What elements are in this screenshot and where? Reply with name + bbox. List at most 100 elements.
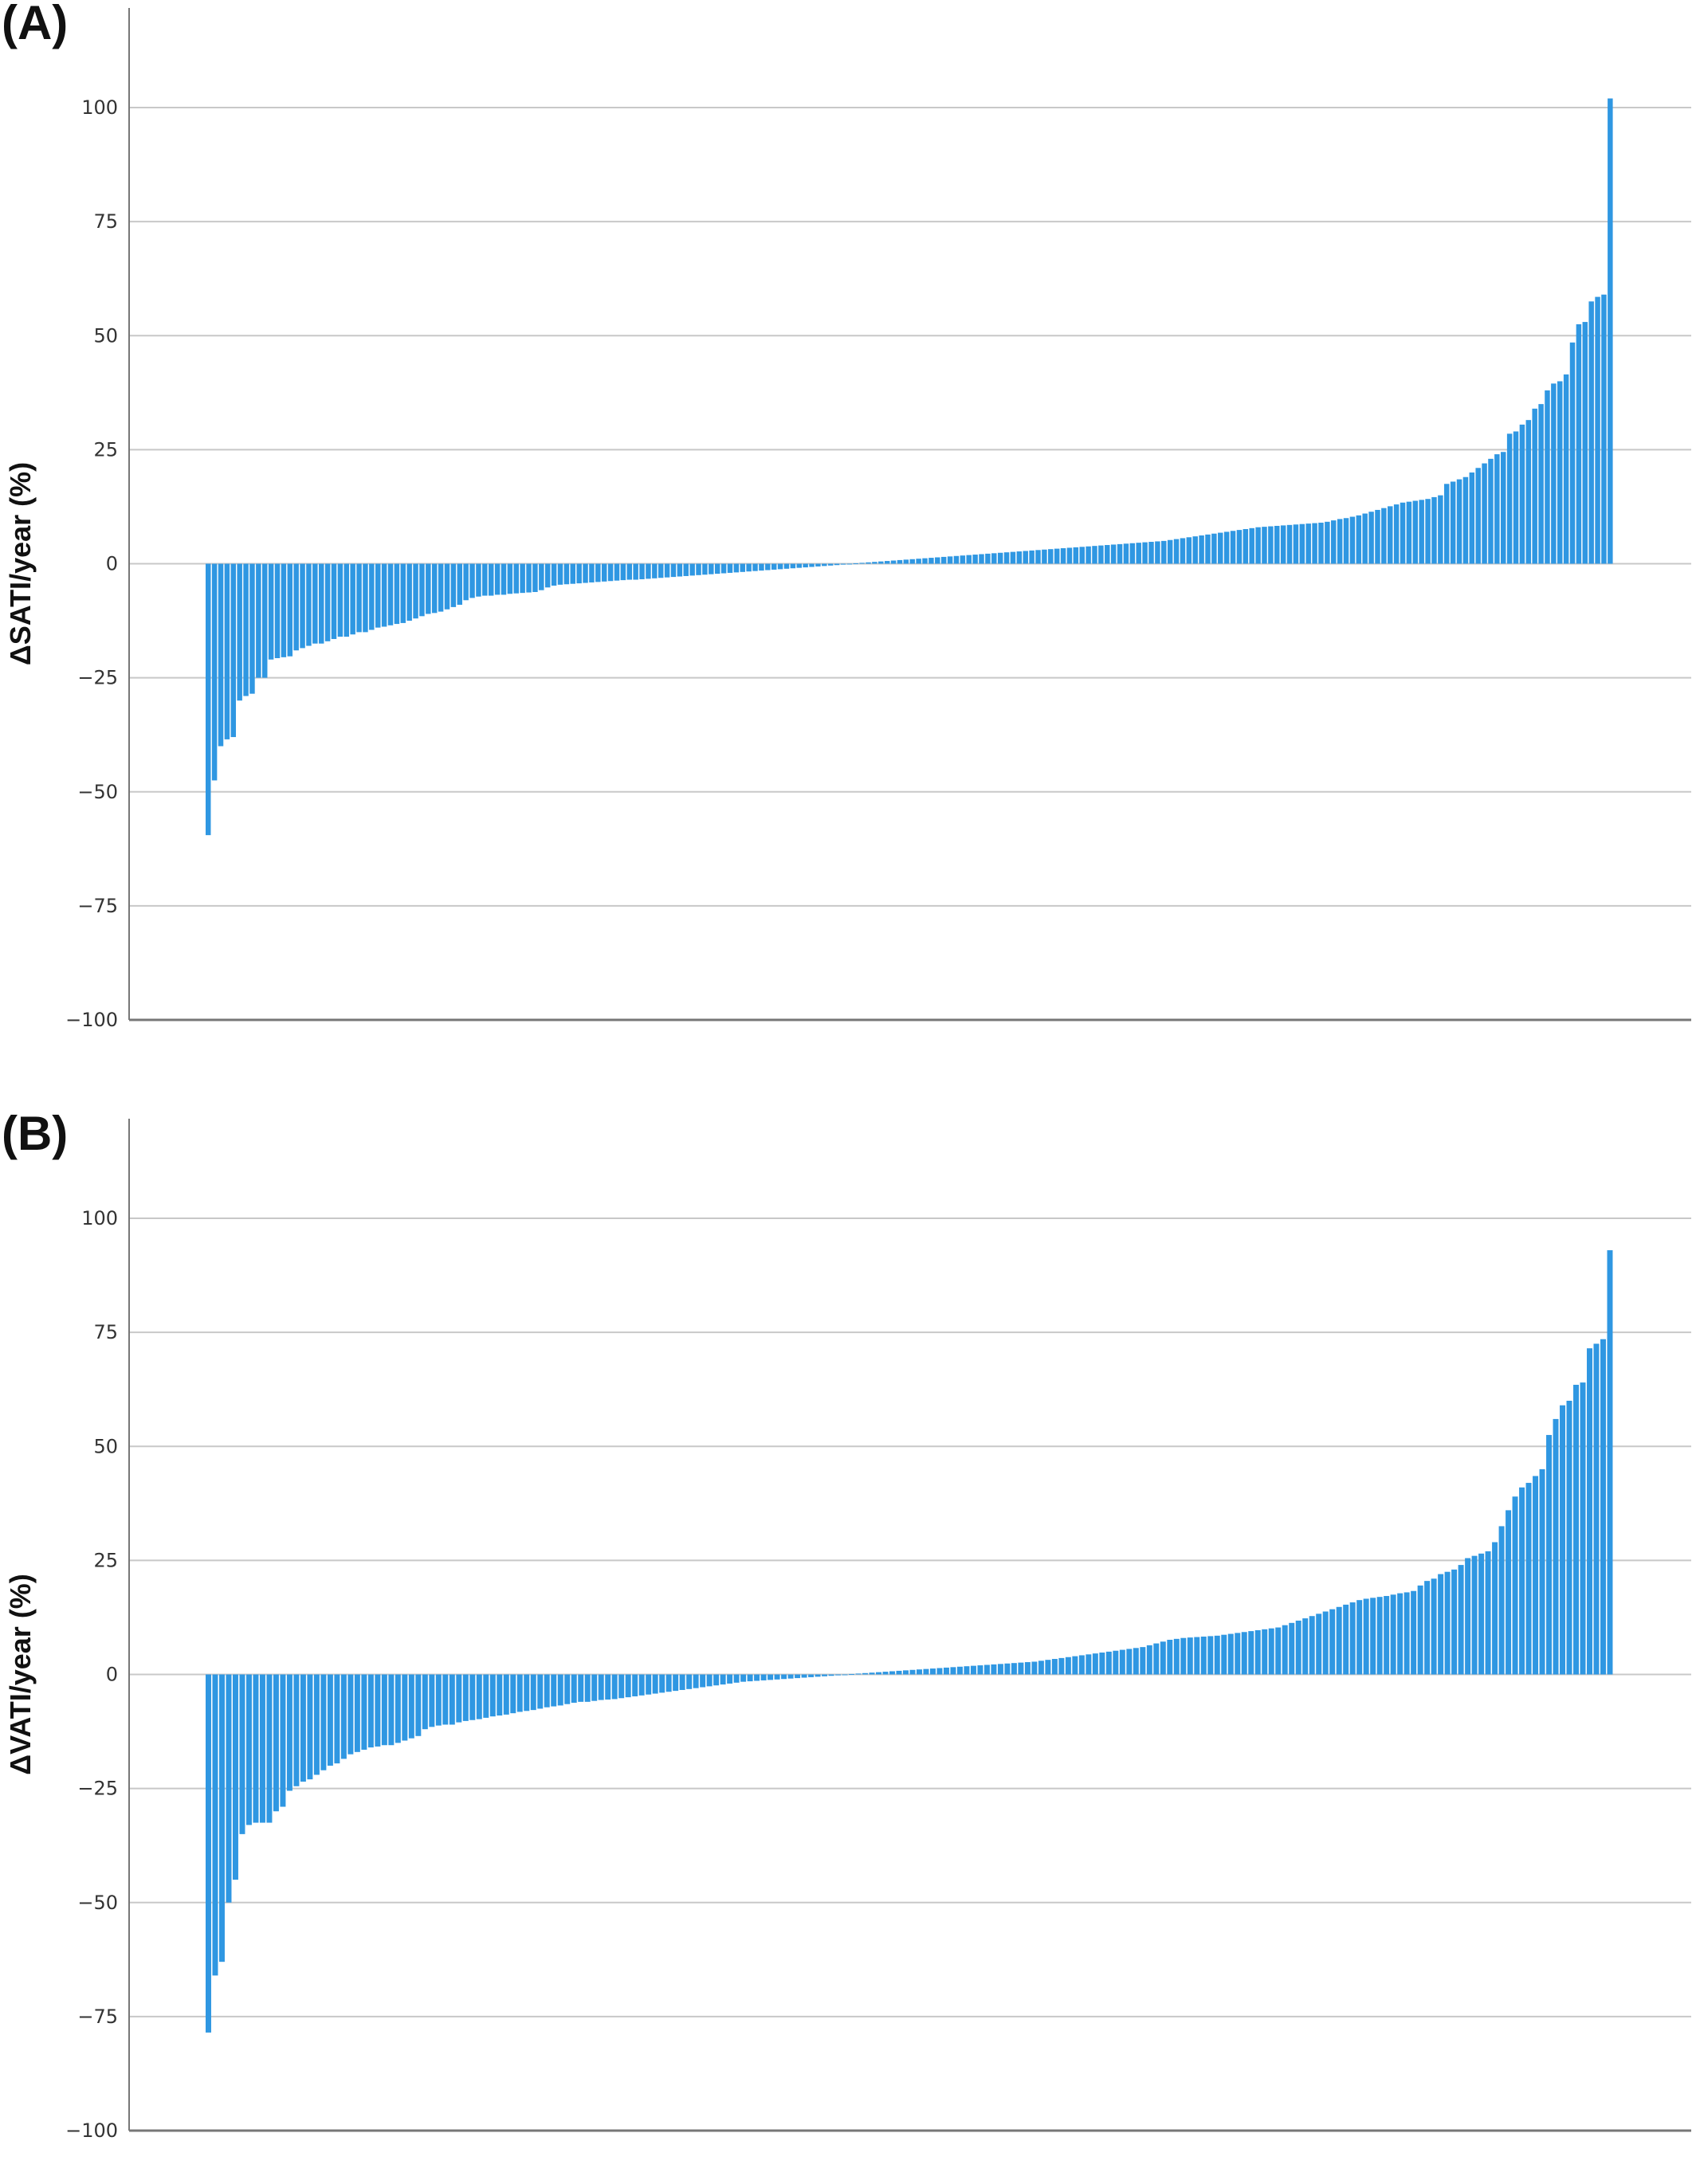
bar-b-95 [849, 1673, 855, 1675]
bar-b-160 [1289, 1622, 1295, 1675]
bar-b-90 [815, 1674, 821, 1677]
bar-a-21 [337, 563, 344, 637]
bar-a-89 [765, 563, 771, 571]
bar-a-5 [237, 563, 242, 701]
bar-a-192 [1412, 500, 1419, 564]
bar-b-121 [1024, 1662, 1031, 1675]
bar-a-49 [513, 563, 519, 594]
bar-a-14 [293, 563, 299, 651]
bar-a-216 [1563, 374, 1569, 564]
bar-b-80 [747, 1674, 753, 1682]
bar-a-37 [438, 563, 444, 612]
bar-b-14 [300, 1674, 306, 1782]
bar-b-101 [889, 1671, 895, 1675]
bar-b-175 [1390, 1594, 1396, 1675]
bar-a-164 [1236, 530, 1243, 564]
panel-label-a: (A) [2, 0, 69, 49]
bar-b-29 [402, 1674, 408, 1741]
bar-b-46 [516, 1674, 523, 1712]
bar-a-195 [1431, 496, 1437, 564]
bar-a-50 [520, 563, 525, 594]
bar-a-200 [1462, 476, 1469, 564]
bar-a-203 [1482, 463, 1487, 564]
bar-a-155 [1180, 538, 1186, 564]
bar-b-1 [212, 1674, 218, 1976]
bar-b-68 [665, 1674, 672, 1692]
bar-a-128 [1010, 551, 1016, 564]
bar-a-103 [853, 563, 858, 564]
bar-b-107 [929, 1668, 936, 1675]
bar-a-91 [777, 563, 783, 570]
bar-b-161 [1295, 1620, 1301, 1675]
bar-a-96 [809, 563, 815, 567]
bar-b-195 [1525, 1483, 1532, 1675]
bar-b-86 [787, 1674, 794, 1679]
bar-a-45 [488, 563, 494, 596]
bar-b-203 [1580, 1382, 1586, 1675]
bar-a-101 [840, 563, 846, 565]
bar-b-89 [808, 1674, 815, 1677]
bar-a-115 [928, 558, 934, 564]
bar-a-146 [1123, 543, 1129, 564]
bar-a-144 [1110, 544, 1117, 564]
bar-a-188 [1388, 506, 1393, 564]
bar-a-107 [878, 561, 884, 564]
bar-a-110 [897, 559, 903, 564]
bar-b-138 [1140, 1647, 1146, 1675]
bar-a-185 [1368, 512, 1374, 564]
bar-a-180 [1337, 519, 1343, 564]
bar-a-31 [400, 563, 406, 623]
bar-a-65 [614, 563, 620, 581]
bar-b-25 [375, 1674, 381, 1747]
bar-a-198 [1450, 481, 1456, 564]
bar-a-99 [827, 563, 834, 566]
bar-b-111 [956, 1666, 963, 1675]
bar-a-154 [1173, 539, 1180, 564]
bar-a-56 [557, 563, 563, 585]
bar-b-72 [693, 1674, 699, 1688]
bar-a-213 [1545, 390, 1550, 564]
bar-a-113 [916, 559, 921, 564]
bar-a-119 [953, 555, 960, 564]
bar-a-55 [551, 563, 557, 586]
y-tick-label-a-8: 100 [81, 96, 118, 119]
bar-b-11 [280, 1674, 286, 1807]
bar-b-38 [462, 1674, 469, 1721]
bar-a-8 [256, 563, 261, 678]
bar-a-170 [1274, 525, 1280, 564]
bar-b-35 [442, 1674, 449, 1725]
bar-b-115 [983, 1664, 990, 1675]
bar-a-138 [1073, 547, 1079, 564]
y-tick-label-a-1: −75 [77, 895, 118, 917]
bar-a-35 [426, 563, 431, 614]
bar-a-178 [1325, 521, 1330, 564]
bar-a-201 [1469, 472, 1475, 564]
bar-a-16 [306, 563, 312, 646]
bar-a-92 [783, 563, 790, 569]
bar-a-136 [1060, 548, 1066, 564]
bar-b-59 [605, 1674, 611, 1700]
bar-b-180 [1424, 1581, 1431, 1675]
y-tick-label-b-2: −50 [77, 1892, 118, 1914]
bar-b-193 [1512, 1496, 1518, 1675]
bar-a-83 [727, 563, 733, 573]
bar-a-181 [1343, 518, 1349, 564]
bar-b-54 [571, 1674, 577, 1703]
bar-a-39 [450, 563, 457, 607]
bar-a-171 [1280, 525, 1286, 564]
bar-a-34 [419, 563, 425, 617]
bar-a-100 [834, 563, 840, 566]
bar-a-162 [1223, 531, 1230, 564]
bar-a-13 [287, 563, 293, 657]
bar-a-63 [601, 563, 607, 582]
bar-a-223 [1608, 98, 1613, 564]
bar-b-162 [1302, 1618, 1309, 1675]
bar-a-76 [683, 563, 689, 576]
bar-a-147 [1129, 543, 1136, 564]
bar-a-167 [1255, 527, 1261, 564]
bar-b-82 [760, 1674, 767, 1680]
bar-b-99 [876, 1672, 881, 1675]
bar-b-78 [733, 1674, 740, 1683]
y-tick-label-a-7: 75 [93, 210, 118, 233]
bar-a-212 [1538, 404, 1544, 564]
